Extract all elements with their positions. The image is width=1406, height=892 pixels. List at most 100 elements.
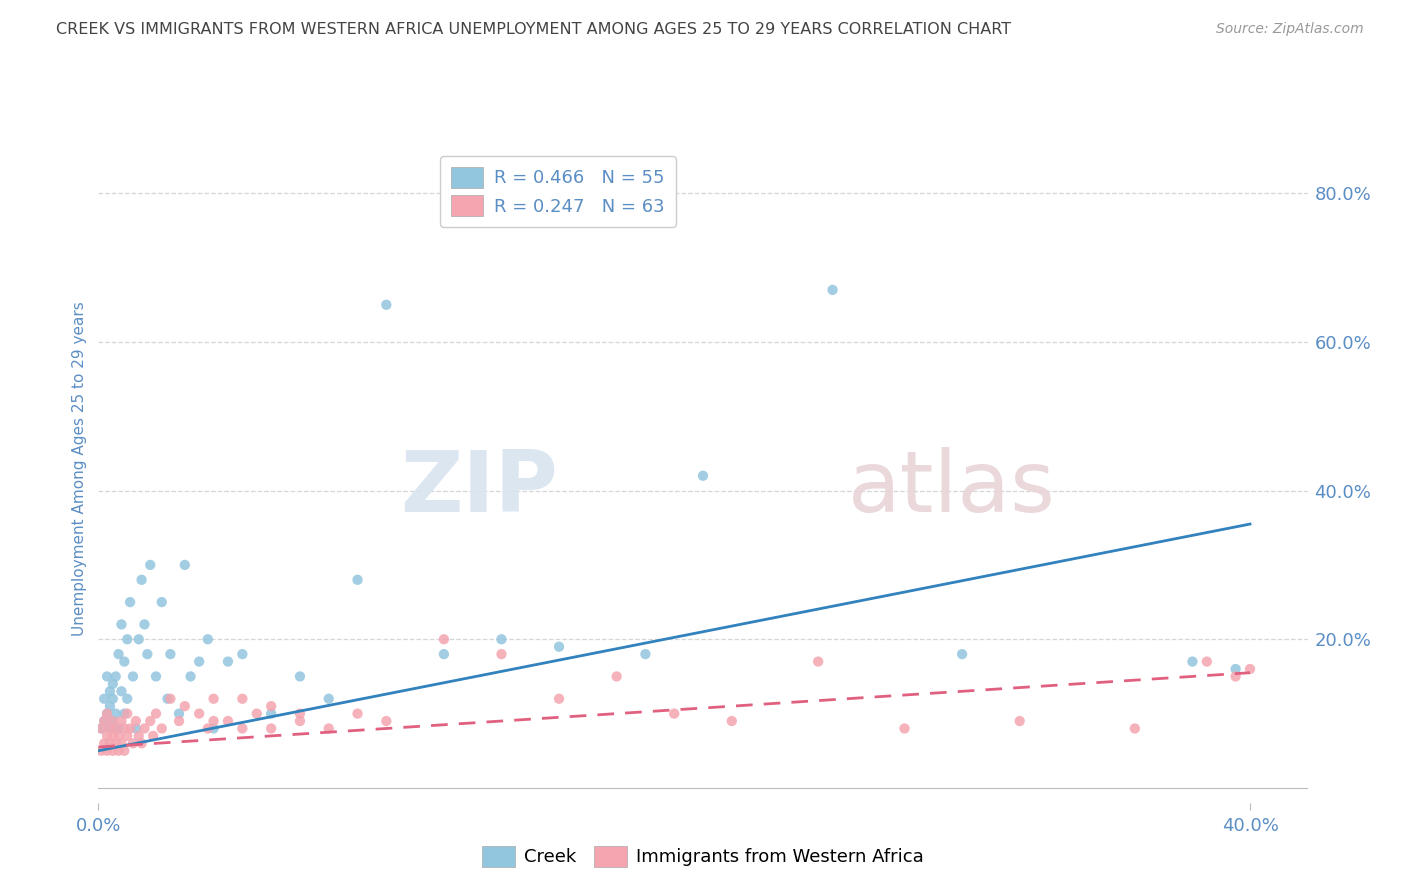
Point [96,744,118,758]
Point [139,558,162,572]
Point [98,722,121,736]
Point [93,691,115,706]
Point [167,706,190,721]
Point [104,706,127,721]
Point [288,714,311,728]
Point [606,669,628,683]
Point [107,729,129,743]
Point [346,706,368,721]
Text: CREEK VS IMMIGRANTS FROM WESTERN AFRICA UNEMPLOYMENT AMONG AGES 25 TO 29 YEARS C: CREEK VS IMMIGRANTS FROM WESTERN AFRICA … [56,22,1011,37]
Point [548,640,571,654]
Point [115,632,138,647]
Point [93,714,115,728]
Point [101,729,124,743]
Point [104,722,127,736]
Point [202,691,225,706]
Point [98,699,121,714]
Point [260,722,283,736]
Point [634,647,657,661]
Point [98,722,121,736]
Point [98,684,121,698]
Point [167,714,190,728]
Point [128,632,150,647]
Point [136,647,159,661]
Point [1123,722,1146,736]
Point [110,736,132,750]
Point [150,722,173,736]
Point [288,669,311,683]
Point [202,722,225,736]
Point [173,699,195,714]
Point [134,722,156,736]
Point [110,617,132,632]
Point [231,691,253,706]
Point [692,468,714,483]
Point [93,714,115,728]
Point [159,647,181,661]
Point [101,691,124,706]
Point [112,722,135,736]
Point [125,722,148,736]
Point [231,722,253,736]
Point [134,617,156,632]
Point [1008,714,1031,728]
Point [115,691,138,706]
Point [173,558,195,572]
Point [491,647,513,661]
Point [90,722,112,736]
Point [950,647,973,661]
Point [139,714,162,728]
Point [375,714,398,728]
Point [548,691,571,706]
Point [318,691,340,706]
Point [107,722,129,736]
Point [150,595,173,609]
Point [96,669,118,683]
Point [375,298,398,312]
Point [217,714,239,728]
Point [122,736,145,750]
Point [104,669,127,683]
Text: Source: ZipAtlas.com: Source: ZipAtlas.com [1216,22,1364,37]
Point [96,706,118,721]
Point [188,706,211,721]
Point [112,655,135,669]
Legend: Creek, Immigrants from Western Africa: Creek, Immigrants from Western Africa [475,838,931,874]
Point [120,722,142,736]
Point [491,632,513,647]
Point [101,714,124,728]
Point [101,714,124,728]
Point [104,736,127,750]
Point [120,595,142,609]
Point [260,699,283,714]
Point [202,714,225,728]
Point [90,722,112,736]
Point [112,744,135,758]
Point [1181,655,1204,669]
Point [346,573,368,587]
Point [128,729,150,743]
Point [101,744,124,758]
Point [807,655,830,669]
Point [145,706,167,721]
Point [318,722,340,736]
Point [821,283,844,297]
Point [188,655,211,669]
Point [664,706,686,721]
Text: ZIP: ZIP [401,447,558,530]
Point [197,722,219,736]
Point [197,632,219,647]
Point [131,573,153,587]
Point [1225,669,1247,683]
Point [1225,662,1247,676]
Point [110,684,132,698]
Point [145,669,167,683]
Point [96,706,118,721]
Point [156,691,179,706]
Point [1195,655,1218,669]
Point [96,729,118,743]
Point [1239,662,1261,676]
Point [122,669,145,683]
Point [231,647,253,661]
Point [112,706,135,721]
